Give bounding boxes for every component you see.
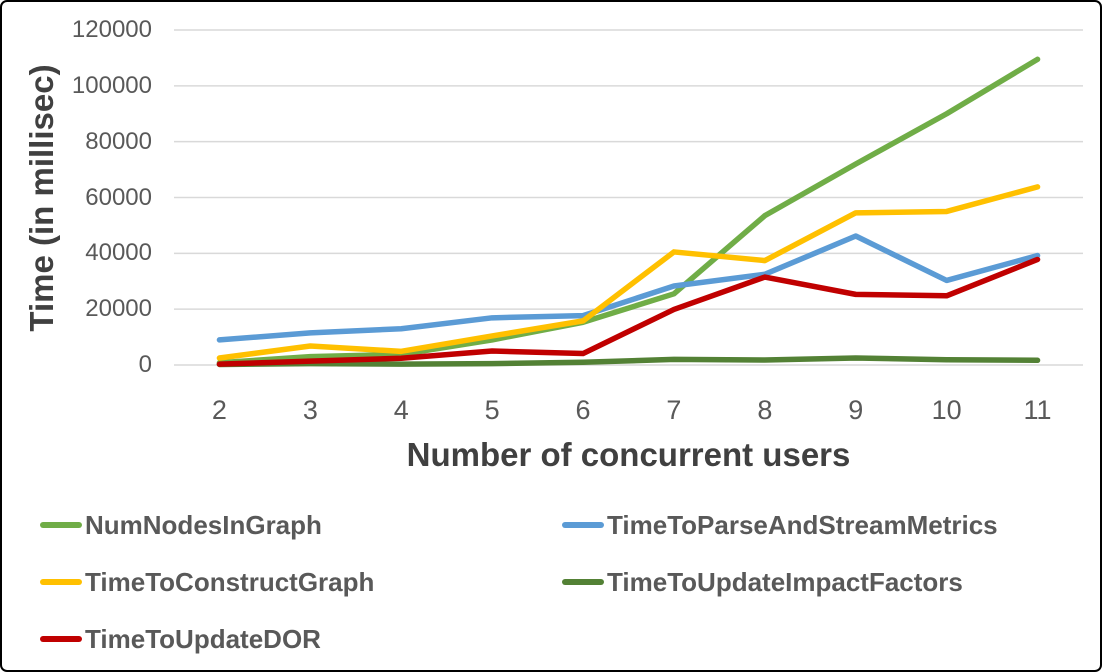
legend-swatch-icon (562, 579, 604, 585)
x-tick-label: 10 (931, 395, 962, 425)
x-tick-label: 4 (393, 395, 409, 425)
legend-label: TimeToConstructGraph (85, 566, 375, 597)
legend-swatch-icon (40, 579, 82, 585)
y-tick-label: 120000 (71, 16, 152, 43)
series-line-TimeToParseAndStreamMetrics (216, 233, 1041, 343)
x-tick-label: 6 (575, 395, 591, 425)
x-tick-label: 7 (666, 395, 682, 425)
legend: NumNodesInGraph TimeToParseAndStreamMetri… (40, 505, 1070, 659)
x-tick-label: 8 (757, 395, 773, 425)
legend-label: TimeToUpdateImpactFactors (607, 566, 963, 597)
y-tick-label: 0 (138, 351, 152, 378)
x-tick-label: 9 (848, 395, 864, 425)
x-tick-label: 5 (484, 395, 500, 425)
x-tick-label: 3 (302, 395, 318, 425)
legend-item: TimeToParseAndStreamMetrics (562, 505, 1070, 545)
legend-label: TimeToParseAndStreamMetrics (607, 509, 998, 540)
plot-area (174, 29, 1083, 368)
series-line-TimeToUpdateDOR (216, 256, 1041, 367)
y-tick-label: 80000 (85, 127, 152, 155)
y-axis-title: Time (in millisec) (23, 64, 60, 332)
legend-label: TimeToUpdateDOR (85, 623, 321, 654)
series-line-TimeToUpdateImpactFactors (216, 355, 1041, 368)
legend-label: NumNodesInGraph (85, 509, 322, 540)
x-tick-label: 11 (1023, 395, 1052, 425)
x-axis-title: Number of concurrent users (406, 436, 851, 473)
legend-swatch-icon (40, 522, 82, 528)
y-tick-label: 100000 (71, 71, 152, 99)
legend-swatch-icon (40, 636, 82, 642)
y-tick-label: 60000 (85, 183, 152, 211)
legend-swatch-icon (562, 522, 604, 528)
y-tick-label: 40000 (85, 239, 152, 267)
legend-item: TimeToConstructGraph (40, 562, 562, 602)
series-line-NumNodesInGraph (216, 56, 1041, 366)
x-tick-label: 2 (211, 395, 227, 425)
legend-item: NumNodesInGraph (40, 505, 562, 545)
legend-item: TimeToUpdateImpactFactors (562, 562, 1070, 602)
series-line-TimeToConstructGraph (216, 184, 1041, 361)
legend-item: TimeToUpdateDOR (40, 619, 562, 659)
y-tick-label: 20000 (85, 295, 152, 323)
